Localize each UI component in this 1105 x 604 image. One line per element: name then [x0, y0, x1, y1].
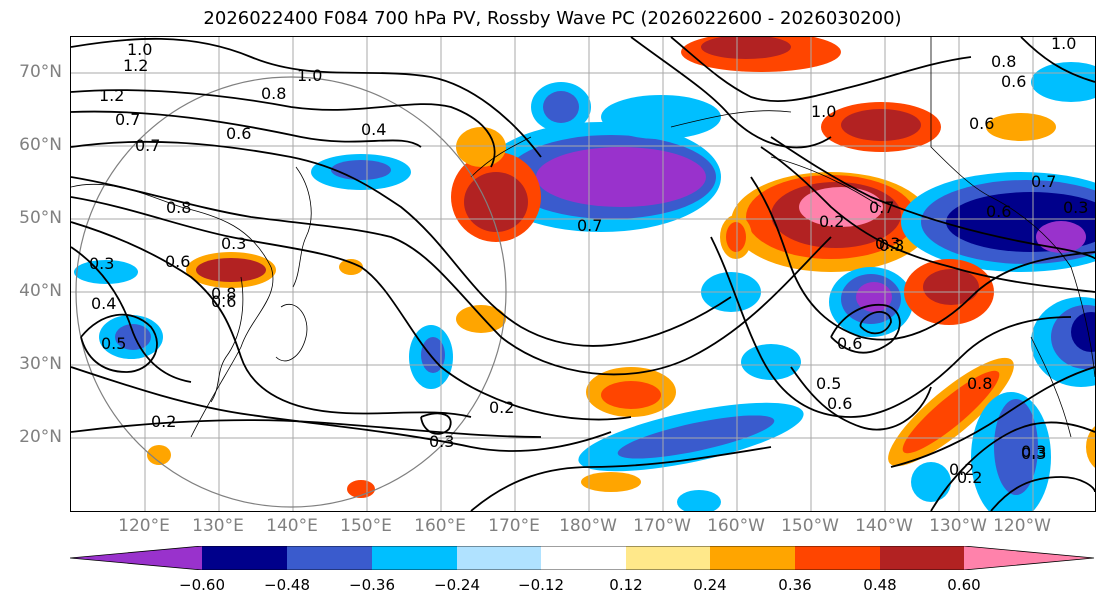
lat-label: 60°N — [19, 135, 62, 155]
contour-label: 0.6 — [226, 124, 251, 143]
lon-label: 130°W — [929, 516, 987, 536]
contour-label: 0.8 — [991, 52, 1016, 71]
pv-map: 1.0 1.2 1.2 0.8 0.7 0.7 0.6 0.8 1.0 0.4 … — [70, 36, 1096, 512]
lon-label: 170°E — [488, 516, 540, 536]
contour-label: 0.5 — [816, 374, 841, 393]
lat-label: 20°N — [19, 427, 62, 447]
colorbar-tick: 0.60 — [947, 576, 981, 594]
contour-label: 0.6 — [969, 114, 994, 133]
contour-label: 0.7 — [135, 136, 160, 155]
colorbar-tick: 0.12 — [609, 576, 643, 594]
lon-label: 170°W — [633, 516, 691, 536]
contour-label: 0.4 — [361, 120, 386, 139]
lat-lon-grid — [71, 37, 1095, 511]
colorbar-segment — [964, 546, 1094, 570]
coastlines — [71, 37, 1095, 438]
pv-contours — [71, 37, 1095, 511]
colorbar-tick: −0.12 — [518, 576, 564, 594]
colorbar-segment — [372, 546, 457, 570]
contour-label: 0.3 — [875, 234, 900, 253]
lon-label: 120°E — [118, 516, 170, 536]
contour-label: 0.3 — [1063, 198, 1088, 217]
colorbar — [70, 546, 1095, 570]
contour-label: 1.0 — [127, 40, 152, 59]
contour-label: 0.6 — [837, 334, 862, 353]
colorbar-tick: −0.48 — [264, 576, 310, 594]
colorbar-segment — [541, 546, 626, 570]
contour-label: 0.6 — [211, 292, 236, 311]
contour-label: 0.6 — [1001, 72, 1026, 91]
colorbar-segment — [710, 546, 795, 570]
lon-label: 180°W — [559, 516, 617, 536]
contour-label: 1.2 — [123, 56, 148, 75]
lon-label: 150°E — [340, 516, 392, 536]
contour-label: 0.3 — [89, 254, 114, 273]
contour-label: 0.5 — [101, 334, 126, 353]
contour-label: 1.0 — [811, 102, 836, 121]
contour-label: 0.2 — [819, 212, 844, 231]
contour-label: 0.3 — [221, 234, 246, 253]
contour-label: 0.7 — [115, 110, 140, 129]
lon-label: 120°W — [993, 516, 1051, 536]
contour-label: 0.7 — [869, 198, 894, 217]
lon-label: 130°E — [192, 516, 244, 536]
colorbar-segment — [457, 546, 541, 570]
colorbar-segment — [880, 546, 964, 570]
contour-label: 0.2 — [957, 468, 982, 487]
contour-label: 0.3 — [429, 432, 454, 451]
colorbar-tick: −0.36 — [349, 576, 395, 594]
colorbar-segment — [287, 546, 372, 570]
contour-label: 0.8 — [261, 84, 286, 103]
contour-label: 0.2 — [489, 398, 514, 417]
contour-label: 0.6 — [165, 252, 190, 271]
contour-label: 0.3 — [879, 236, 904, 255]
map-canvas: 1.0 1.2 1.2 0.8 0.7 0.7 0.6 0.8 1.0 0.4 … — [71, 37, 1095, 511]
colorbar-tick: 0.36 — [778, 576, 812, 594]
contour-label: 0.7 — [1031, 172, 1056, 191]
contour-label: 1.2 — [99, 86, 124, 105]
lat-label: 50°N — [19, 208, 62, 228]
contour-label: 0.3 — [1021, 444, 1046, 463]
contour-label: 0.2 — [151, 412, 176, 431]
contour-label: 0.7 — [577, 216, 602, 235]
colorbar-segment — [202, 546, 287, 570]
lat-label: 40°N — [19, 281, 62, 301]
colorbar-tick: −0.60 — [179, 576, 225, 594]
lon-label: 140°E — [266, 516, 318, 536]
contour-label: 1.0 — [1051, 37, 1076, 53]
colorbar-tick: −0.24 — [434, 576, 480, 594]
lon-label: 150°W — [781, 516, 839, 536]
contour-label: 0.8 — [967, 374, 992, 393]
contour-label: 1.0 — [297, 66, 322, 85]
contour-label: 0.8 — [166, 198, 191, 217]
colorbar-segment — [626, 546, 710, 570]
lat-label: 30°N — [19, 354, 62, 374]
colorbar-tick: 0.24 — [693, 576, 727, 594]
contour-label: 0.6 — [986, 202, 1011, 221]
lat-label: 70°N — [19, 62, 62, 82]
map-title: 2026022400 F084 700 hPa PV, Rossby Wave … — [203, 8, 902, 29]
lon-label: 140°W — [855, 516, 913, 536]
contour-label: 0.4 — [91, 294, 116, 313]
contour-label: 0.8 — [211, 284, 236, 303]
lon-label: 160°E — [414, 516, 466, 536]
contour-label: 0.2 — [949, 460, 974, 479]
colorbar-segment — [795, 546, 880, 570]
reference-circle — [75, 76, 507, 508]
contour-label: 0.6 — [827, 394, 852, 413]
lon-label: 160°W — [707, 516, 765, 536]
contour-label: 0.3 — [1021, 442, 1046, 461]
colorbar-tick: 0.48 — [863, 576, 897, 594]
colorbar-segment — [70, 546, 202, 570]
contour-labels: 1.0 1.2 1.2 0.8 0.7 0.7 0.6 0.8 1.0 0.4 … — [89, 37, 1088, 487]
